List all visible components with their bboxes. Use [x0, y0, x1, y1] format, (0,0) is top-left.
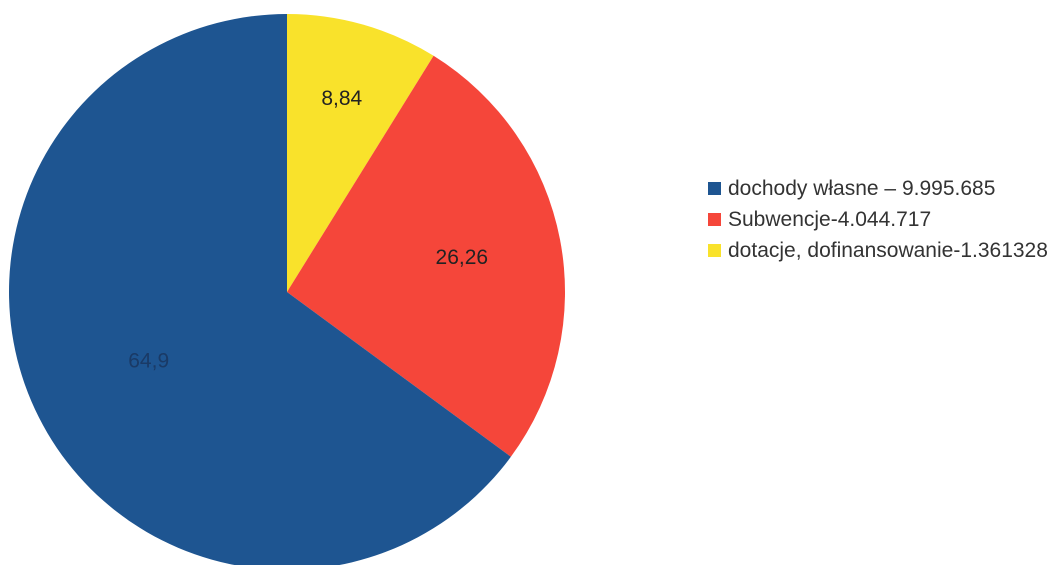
legend-swatch [708, 244, 721, 257]
legend-swatch [708, 182, 721, 195]
legend-item: Subwencje-4.044.717 [708, 207, 1061, 233]
pie-slice [9, 14, 511, 565]
legend-label: dochody własne – 9.995.685 [728, 177, 996, 200]
pie-slice [287, 14, 434, 292]
pie-data-label: 64,9 [128, 349, 169, 372]
pie-data-label: 8,84 [321, 87, 362, 110]
pie-slices [9, 14, 566, 565]
pie-slice [287, 55, 566, 457]
pie-data-labels: 8,84 26,26 64,9 [128, 87, 488, 372]
legend-item: dochody własne – 9.995.685 [708, 176, 1061, 202]
legend-swatch [708, 213, 721, 226]
legend-label: dotacje, dofinansowanie-1.361328 [728, 239, 1048, 262]
legend-item: dotacje, dofinansowanie-1.361328 [708, 238, 1061, 264]
legend: dochody własne – 9.995.685 Subwencje-4.0… [708, 176, 1061, 269]
pie-data-label: 26,26 [436, 246, 489, 269]
legend-label: Subwencje-4.044.717 [728, 208, 932, 231]
